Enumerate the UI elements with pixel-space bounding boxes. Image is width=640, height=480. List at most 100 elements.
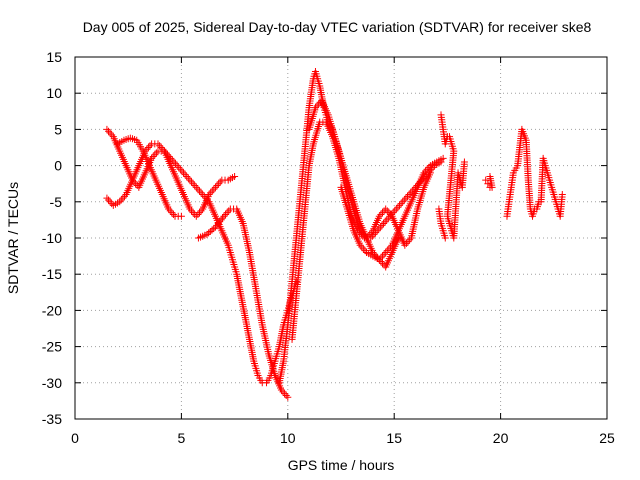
data-point-marker [385,245,393,253]
y-tick-label: 10 [46,85,62,101]
data-point-marker [103,194,111,202]
data-point-marker [378,252,386,260]
data-point-marker [210,185,218,193]
data-point-marker [168,209,176,217]
series-track-h [337,154,447,264]
data-point-marker [215,180,223,188]
data-point-marker [378,259,386,267]
data-point-marker [420,169,428,177]
data-point-marker [205,229,213,237]
data-point-marker [211,183,219,191]
data-point-marker [108,200,116,208]
data-point-marker [216,218,224,226]
data-point-marker [380,220,388,228]
data-point-marker [183,172,191,180]
y-tick-label: -15 [42,266,62,282]
data-point-marker [210,225,218,233]
data-point-marker [119,194,127,202]
data-point-marker [205,191,213,199]
data-point-marker [361,247,369,255]
data-point-marker [402,194,410,202]
data-point-marker [132,180,140,188]
data-point-marker [173,162,181,170]
data-point-marker [152,149,160,157]
data-point-marker [400,196,408,204]
data-point-marker [460,158,468,166]
data-point-marker [207,189,215,197]
x-tick-label: 10 [280,430,296,446]
data-point-marker [311,104,319,112]
data-point-marker [404,238,412,246]
data-point-marker [383,207,391,215]
data-point-marker [225,207,233,215]
x-tick-label: 0 [71,430,79,446]
data-point-marker [169,210,177,218]
data-point-marker [376,223,384,231]
data-point-marker [222,210,230,218]
y-tick-label: 0 [54,158,62,174]
data-point-marker [219,214,227,222]
data-point-marker [377,254,385,262]
data-point-marker [284,393,292,401]
data-point-marker [120,192,128,200]
data-point-marker [279,388,287,396]
series-track-j [435,205,449,242]
data-point-marker [383,216,391,224]
series-track-k [482,172,496,191]
data-point-marker [356,241,364,249]
data-point-marker [188,178,196,186]
data-point-marker [378,221,386,229]
data-point-marker [191,182,199,190]
data-point-marker [439,154,447,162]
data-point-marker [482,176,490,184]
data-point-marker [486,172,494,180]
data-point-marker [211,223,219,231]
y-tick-label: -5 [50,194,63,210]
data-point-marker [208,226,216,234]
data-point-marker [105,127,113,135]
data-point-marker [313,102,321,110]
data-point-marker [144,144,152,151]
data-point-marker [195,209,203,217]
data-point-marker [394,203,402,211]
data-point-marker [214,220,222,228]
data-point-marker [154,140,162,148]
data-point-marker [199,191,207,199]
data-point-marker [371,250,379,258]
data-point-marker [381,218,389,226]
data-point-marker [178,167,186,175]
data-point-marker [405,191,413,199]
data-point-marker [103,125,111,133]
data-point-marker [180,169,188,177]
series-track-l [503,125,566,220]
data-point-marker [399,198,407,206]
data-point-marker [189,180,197,188]
data-point-marker [148,154,156,162]
data-point-marker [208,187,216,195]
series-track-c [114,134,185,220]
data-point-marker [197,207,205,215]
y-tick-labels: -35 -30 -25 -20 -15 -10 -5 0 5 10 15 [42,49,62,427]
data-point-marker [108,131,116,139]
y-tick-label: -35 [42,411,62,427]
y-tick-label: -25 [42,339,62,355]
data-points [103,67,566,401]
data-point-marker [386,243,394,251]
data-point-marker [422,167,430,175]
data-point-marker [358,243,366,251]
x-tick-label: 15 [386,430,402,446]
data-point-marker [367,229,375,237]
data-point-marker [378,209,386,217]
data-point-marker [402,239,410,247]
data-point-marker [407,189,415,197]
data-point-marker [192,212,200,220]
y-tick-label: -20 [42,302,62,318]
y-tick-label: -10 [42,230,62,246]
y-tick-label: -30 [42,375,62,391]
x-tick-label: 25 [599,430,615,446]
data-point-marker [441,234,449,242]
x-tick-label: 20 [493,430,509,446]
data-point-marker [170,158,178,166]
data-point-marker [192,183,200,191]
